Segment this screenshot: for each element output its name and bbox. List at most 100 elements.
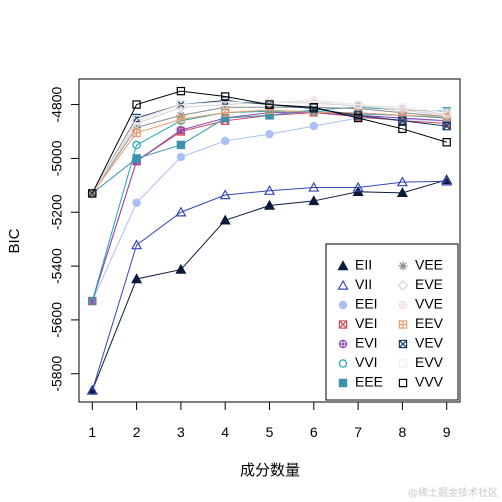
data-point-eee <box>132 154 141 163</box>
y-tick-label: -5600 <box>49 302 65 338</box>
legend-label-evv: EVV <box>415 354 444 370</box>
data-point-eev <box>265 105 274 115</box>
legend-marker-vvv <box>398 378 408 388</box>
data-point-eii <box>308 195 320 206</box>
data-point-eii <box>219 214 231 225</box>
legend-item-vvi: VVI <box>338 354 378 370</box>
legend-marker-eee <box>338 378 348 388</box>
legend-item-vvv: VVV <box>398 374 444 390</box>
y-tick-label: -4800 <box>49 86 65 122</box>
series-vvv <box>88 86 451 198</box>
data-point-eii <box>396 187 408 198</box>
data-point-evv <box>398 103 407 112</box>
legend-marker-vvi <box>338 359 348 368</box>
legend-item-eii: EII <box>337 257 372 273</box>
data-point-vev <box>398 116 407 125</box>
legend-item-vii: VII <box>337 276 372 292</box>
series-line-vii <box>91 180 447 391</box>
legend-marker-eii <box>337 260 349 271</box>
legend-marker-eei <box>338 300 348 310</box>
data-point-evv <box>442 108 451 117</box>
legend-label-eev: EEV <box>415 315 444 331</box>
y-tick-label: -5800 <box>49 356 65 392</box>
data-point-eii <box>263 199 276 210</box>
x-axis: 1 2 3 4 5 6 7 8 9 <box>88 401 451 440</box>
legend-item-evv: EVV <box>398 354 444 370</box>
legend-label-vee: VEE <box>415 257 443 273</box>
legend-item-evi: EVI <box>338 335 378 351</box>
y-axis: -5800 -5600 -5400 -5200 -5000 -4800 <box>49 86 80 392</box>
x-tick-label: 6 <box>310 424 318 440</box>
legend-label-eii: EII <box>355 257 372 273</box>
legend-label-vev: VEV <box>415 335 444 351</box>
legend-marker-vev <box>398 339 408 349</box>
data-point-eii <box>131 273 143 284</box>
data-point-evi <box>176 125 186 135</box>
data-point-vii <box>352 181 364 192</box>
legend-label-eee: EEE <box>355 374 383 390</box>
data-point-vii <box>219 189 231 200</box>
legend: EII VII EEI VEI EVI VVI EEE VEE EVE VVE EEV VEV EVV V… <box>325 243 459 401</box>
x-tick-label: 1 <box>88 424 96 440</box>
data-point-vvv <box>132 100 141 109</box>
data-point-eei <box>132 198 141 208</box>
x-tick-label: 7 <box>354 424 362 440</box>
data-point-evv <box>353 100 363 109</box>
data-point-vee <box>220 102 230 112</box>
legend-label-eve: EVE <box>415 276 443 292</box>
legend-label-vve: VVE <box>415 296 443 312</box>
legend-marker-eve <box>397 280 409 291</box>
data-point-eev <box>176 115 186 124</box>
legend-item-vei: VEI <box>338 315 378 331</box>
data-point-vvv <box>88 189 97 198</box>
data-point-evv <box>309 97 319 107</box>
x-tick-label: 4 <box>221 424 229 440</box>
legend-item-eee: EEE <box>338 374 383 390</box>
data-point-vvv <box>220 92 230 101</box>
data-point-vii <box>131 239 143 250</box>
data-point-vvv <box>309 103 319 112</box>
x-tick-label: 3 <box>177 424 185 440</box>
legend-label-vei: VEI <box>355 315 378 331</box>
y-tick-label: -5200 <box>49 194 65 230</box>
data-point-vvv <box>265 100 274 109</box>
data-point-vvv <box>442 138 451 147</box>
data-point-evv <box>176 100 186 109</box>
legend-item-eev: EEV <box>398 315 444 331</box>
data-point-vvi <box>132 140 141 150</box>
data-point-eev <box>132 128 141 138</box>
y-tick-label: -5400 <box>49 248 65 284</box>
data-point-evv <box>132 115 141 124</box>
legend-marker-evv <box>398 359 408 368</box>
legend-item-vev: VEV <box>398 335 444 351</box>
data-point-eee <box>176 140 186 150</box>
data-point-eei <box>265 129 274 139</box>
data-point-eev <box>398 111 407 120</box>
data-point-eei <box>220 136 230 146</box>
x-tick-label: 5 <box>266 424 274 440</box>
legend-label-eei: EEI <box>355 296 378 312</box>
series-line-vvv <box>91 90 447 194</box>
data-point-vvv <box>398 124 407 133</box>
data-point-eii <box>175 263 187 274</box>
y-tick-label: -5000 <box>49 140 65 176</box>
y-axis-title: BIC <box>6 228 23 253</box>
data-point-vvv <box>176 86 186 96</box>
plot-layer <box>86 86 453 395</box>
legend-label-vii: VII <box>355 276 372 292</box>
legend-item-eei: EEI <box>338 296 378 312</box>
series-line-evv <box>91 101 447 194</box>
legend-marker-vve <box>398 300 408 310</box>
series-vii <box>86 175 453 395</box>
legend-marker-evi <box>338 339 348 349</box>
legend-item-vve: VVE <box>398 296 443 312</box>
x-tick-label: 2 <box>133 424 141 440</box>
data-point-vii <box>86 384 98 395</box>
data-point-eev <box>220 108 230 117</box>
watermark: @稀土掘金技术社区 <box>408 486 498 499</box>
legend-item-vee: VEE <box>398 257 443 273</box>
data-point-vii <box>263 184 276 195</box>
data-point-eei <box>309 121 319 131</box>
data-point-vii <box>396 176 408 187</box>
